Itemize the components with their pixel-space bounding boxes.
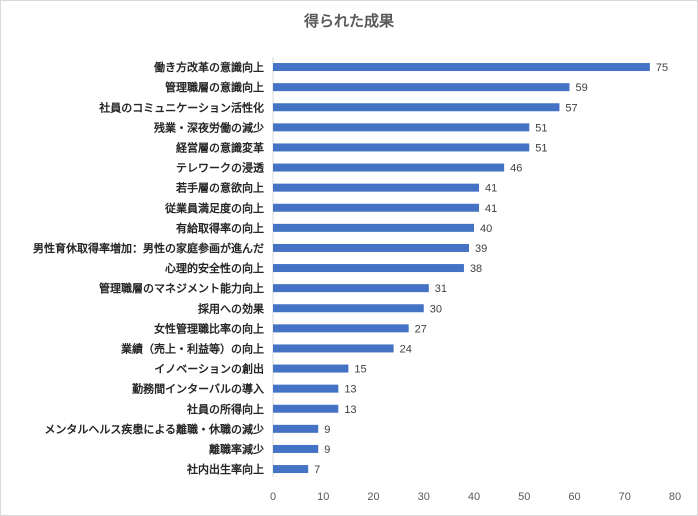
category-label: テレワークの浸透 xyxy=(176,161,265,175)
data-label: 57 xyxy=(565,102,577,114)
bar xyxy=(273,264,464,273)
data-label: 41 xyxy=(485,183,497,195)
x-tick-label: 70 xyxy=(619,491,631,503)
data-label: 7 xyxy=(314,464,320,476)
bar xyxy=(273,203,480,212)
bar xyxy=(273,424,319,433)
category-label: 心理的安全性の向上 xyxy=(165,261,264,275)
data-label: 9 xyxy=(324,444,330,456)
bar xyxy=(273,304,424,313)
data-label: 15 xyxy=(354,364,366,376)
category-label: 従業員満足度の向上 xyxy=(164,201,264,215)
x-tick-label: 40 xyxy=(468,491,480,503)
x-tick-label: 80 xyxy=(669,491,681,503)
category-label: メンタルヘルス疾患による離職・休職の減少 xyxy=(44,422,264,436)
data-label: 75 xyxy=(656,62,668,74)
data-label: 24 xyxy=(400,343,412,355)
x-tick-label: 30 xyxy=(418,491,430,503)
bar xyxy=(273,63,650,72)
category-label: イノベーションの創出 xyxy=(154,362,264,376)
category-label: 管理職層のマネジメント能力向上 xyxy=(99,281,264,295)
bar xyxy=(273,284,429,293)
data-label: 41 xyxy=(485,203,497,215)
bar xyxy=(273,223,474,232)
category-label: 社員のコミュニケーション活性化 xyxy=(98,100,264,114)
data-label: 9 xyxy=(324,424,330,436)
chart-title: 得られた成果 xyxy=(303,12,394,30)
bar xyxy=(273,123,530,132)
bar xyxy=(273,183,480,192)
bar xyxy=(273,384,339,393)
bar xyxy=(273,404,339,413)
category-label: 若手層の意欲向上 xyxy=(176,181,264,195)
bar xyxy=(273,444,319,453)
category-label: 採用への効果 xyxy=(198,301,264,315)
x-tick-label: 0 xyxy=(270,491,276,503)
category-label: 働き方改革の意識向上 xyxy=(153,60,264,74)
bar xyxy=(273,243,469,252)
bar xyxy=(273,83,570,92)
data-label: 13 xyxy=(344,404,356,416)
x-tick-label: 20 xyxy=(367,491,379,503)
category-label: 経営層の意識変革 xyxy=(176,140,264,154)
category-label: 女性管理職比率の向上 xyxy=(154,321,264,335)
data-label: 46 xyxy=(510,163,522,175)
bar xyxy=(273,143,530,152)
bar xyxy=(273,364,349,373)
category-label: 勤務間インターバルの導入 xyxy=(132,382,264,396)
category-label: 業績（売上・利益等）の向上 xyxy=(120,341,264,355)
category-label: 男性育休取得率増加：男性の家庭参画が進んだ xyxy=(33,241,264,255)
bar xyxy=(273,324,409,333)
data-label: 27 xyxy=(415,323,427,335)
data-label: 51 xyxy=(535,122,547,134)
x-tick-label: 60 xyxy=(568,491,580,503)
data-label: 59 xyxy=(575,82,587,94)
data-label: 30 xyxy=(430,303,442,315)
category-label: 管理職層の意識向上 xyxy=(165,80,264,94)
bar xyxy=(273,465,309,474)
category-label: 有給取得率の向上 xyxy=(176,221,264,235)
x-tick-label: 50 xyxy=(518,491,530,503)
data-label: 38 xyxy=(470,263,482,275)
category-label: 残業・深夜労働の減少 xyxy=(154,120,264,134)
data-label: 51 xyxy=(535,142,547,154)
bar xyxy=(273,103,560,112)
data-label: 13 xyxy=(344,384,356,396)
category-label: 社員の所得向上 xyxy=(186,402,264,416)
category-label: 社内出生率向上 xyxy=(186,462,264,476)
data-label: 39 xyxy=(475,243,487,255)
bar xyxy=(273,163,505,172)
x-tick-label: 10 xyxy=(317,491,329,503)
data-label: 31 xyxy=(435,283,447,295)
bar xyxy=(273,344,394,353)
data-label: 40 xyxy=(480,223,492,235)
category-label: 離職率減少 xyxy=(209,442,264,456)
